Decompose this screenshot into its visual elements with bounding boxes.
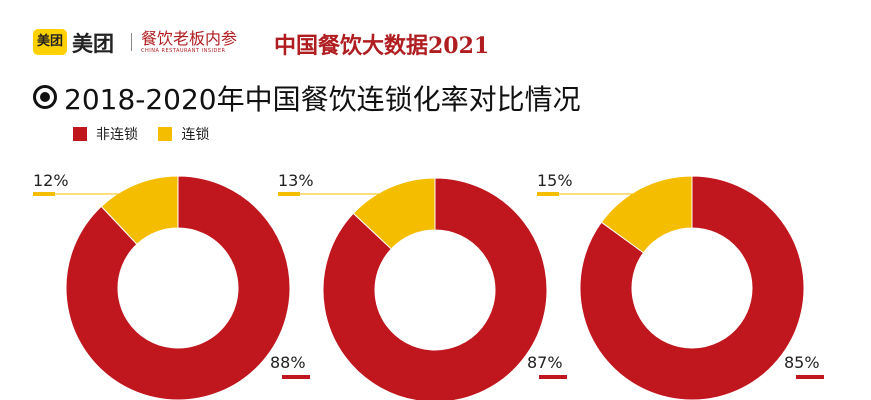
- legend-item-non-chain: 非连锁: [73, 124, 138, 144]
- data-label-chain-3: 15%: [537, 171, 573, 190]
- sub-brand: 餐饮老板内参 CHINA RESTAURANT INSIDER: [141, 25, 237, 54]
- donut-slice-non-chain-3: [579, 175, 805, 400]
- donut-slice-chain-1: [100, 175, 179, 245]
- header: 美团 美团 餐饮老板内参 CHINA RESTAURANT INSIDER 中国…: [0, 0, 871, 70]
- donut-slice-chain-3: [600, 175, 693, 254]
- data-label-non-chain-2: 87%: [527, 353, 563, 372]
- data-label-chain-2: 13%: [278, 171, 314, 190]
- meituan-logo-icon: 美团: [33, 29, 67, 55]
- data-label-non-chain-1: 88%: [270, 353, 306, 372]
- title-bullet-icon: [33, 85, 57, 109]
- legend-label-chain: 连锁: [181, 127, 210, 143]
- legend-label-non-chain: 非连锁: [96, 127, 138, 143]
- sub-brand-name: 餐饮老板内参: [141, 29, 238, 48]
- data-label-non-chain-3: 85%: [784, 353, 820, 372]
- legend-swatch-chain: [158, 127, 173, 141]
- donut-slice-non-chain-1: [65, 175, 291, 400]
- chart-title: 2018-2020年中国餐饮连锁化率对比情况: [64, 83, 581, 116]
- legend-swatch-non-chain: [73, 127, 87, 141]
- report-title: 中国餐饮大数据2021: [274, 33, 490, 59]
- data-label-chain-1: 12%: [33, 171, 69, 190]
- sub-brand-english: CHINA RESTAURANT INSIDER: [141, 48, 226, 54]
- donut-slice-non-chain-2: [322, 177, 548, 400]
- donut-slice-chain-2: [352, 177, 436, 250]
- legend: 非连锁 连锁: [73, 124, 225, 145]
- legend-item-chain: 连锁: [158, 124, 209, 144]
- brand-divider: [131, 33, 132, 51]
- brand-name: 美团: [72, 32, 114, 56]
